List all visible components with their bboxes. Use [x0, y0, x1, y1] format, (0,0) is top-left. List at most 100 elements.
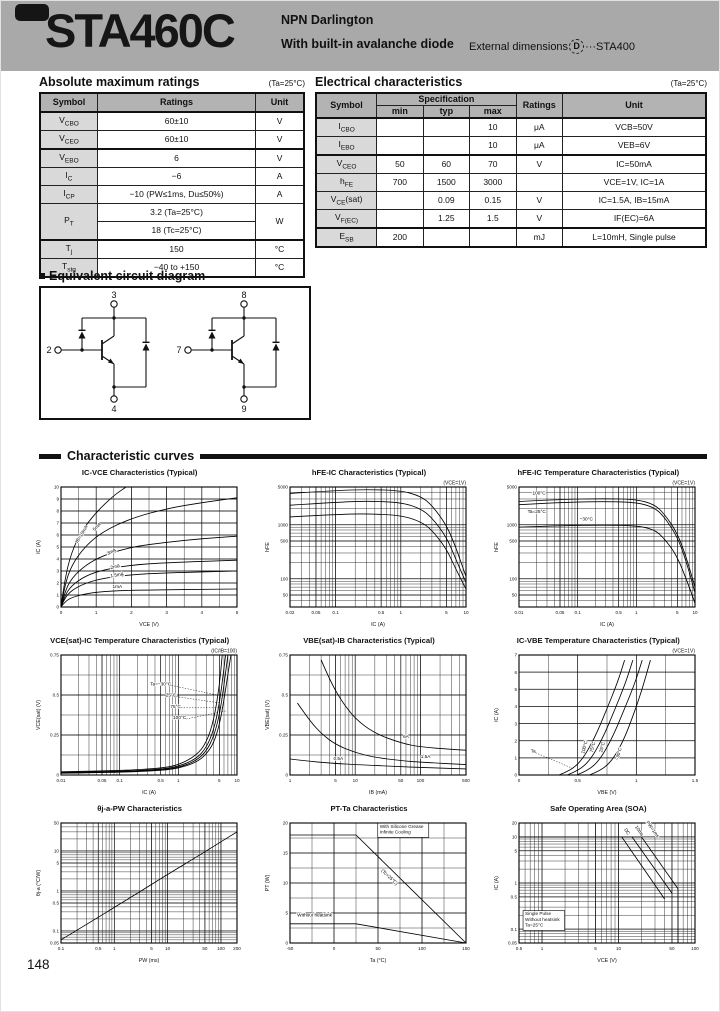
typ-cell: 60	[422, 154, 471, 174]
svg-text:0: 0	[285, 773, 288, 778]
svg-text:0.5: 0.5	[516, 946, 523, 951]
symbol-cell: ICP	[39, 185, 98, 204]
svg-text:Without heatsink: Without heatsink	[297, 913, 332, 918]
circuit-title: Equivalent circuit diagram	[49, 269, 206, 283]
svg-text:0.5: 0.5	[95, 946, 102, 951]
svg-text:100: 100	[217, 946, 225, 951]
svg-text:(Tc=25°C): (Tc=25°C)	[380, 868, 399, 887]
svg-text:0.1: 0.1	[57, 946, 64, 951]
svg-text:0.5: 0.5	[157, 778, 164, 783]
max-cell	[469, 227, 517, 248]
min-cell: 700	[376, 173, 424, 192]
min-cell	[376, 191, 424, 210]
symbol-cell: Tstg	[39, 258, 98, 278]
svg-text:IC (A): IC (A)	[36, 540, 42, 554]
svg-text:1: 1	[95, 610, 98, 615]
unit-cell: V	[255, 111, 305, 131]
svg-text:3: 3	[56, 569, 59, 574]
unit-cond-cell: VCE=1V, IC=1A	[562, 173, 707, 192]
symbol-cell: PT	[39, 203, 98, 241]
svg-text:20: 20	[283, 821, 289, 826]
chart-vcesat-ic-temperature: VCE(sat)-IC Temperature Characteristics …	[25, 636, 254, 796]
svg-text:6A: 6A	[403, 734, 410, 739]
typ-cell	[422, 227, 471, 248]
svg-text:50: 50	[512, 593, 518, 598]
svg-text:50: 50	[670, 946, 676, 951]
svg-text:75°C: 75°C	[170, 704, 181, 709]
svg-text:0.5: 0.5	[282, 693, 289, 698]
chart-plot: 0 0.5 1 1.5 0 1 2 3 4 5 6 7 VBE (V) IC (A) (VCE=1V) 100…	[492, 646, 704, 797]
symbol-cell: VCEO	[315, 154, 378, 174]
chart-ic-vbe-temperature: IC-VBE Temperature Characteristics (Typi…	[484, 636, 713, 796]
svg-text:0.1: 0.1	[511, 927, 518, 932]
symbol-cell: hFE	[315, 173, 378, 192]
chart-thja-pw: θj-a-PW Characteristics 0.1 0.5 1 5 10 50 100 2…	[25, 804, 254, 964]
unit-cell: V	[255, 148, 305, 168]
svg-text:5: 5	[150, 946, 153, 951]
svg-text:0.5: 0.5	[378, 610, 385, 615]
rating-cell: −10 (PW≤1ms, Du≤50%)	[96, 185, 257, 204]
external-dimensions: External dimensions D ···STA400	[469, 39, 635, 54]
max-cell: 1.5	[469, 209, 517, 229]
typ-cell: 1.25	[422, 209, 471, 229]
svg-text:100°C: 100°C	[581, 740, 589, 755]
subtitle-line2: With built-in avalanche diode	[281, 37, 454, 51]
section-bullet-icon	[39, 273, 45, 279]
svg-text:0.25: 0.25	[279, 733, 288, 738]
svg-text:4: 4	[56, 557, 59, 562]
svg-text:0.25: 0.25	[50, 733, 59, 738]
svg-text:25°C: 25°C	[165, 693, 176, 698]
svg-text:0.5A: 0.5A	[333, 756, 344, 761]
svg-text:0.1: 0.1	[575, 610, 582, 615]
part-number: STA460C	[45, 4, 236, 57]
symbol-cell: VCBO	[39, 111, 98, 131]
rating-cell: −40 to +150	[96, 258, 257, 278]
svg-text:Ta (°C): Ta (°C)	[370, 958, 387, 964]
chart-hfe-ic-temperature: hFE-IC Temperature Characteristics (Typi…	[484, 468, 713, 628]
svg-text:-50: -50	[287, 946, 294, 951]
unit-cond-cell: IC=50mA	[562, 154, 707, 174]
svg-text:(VCE=1V): (VCE=1V)	[443, 481, 466, 487]
elec-condition: (Ta=25°C)	[670, 79, 707, 88]
header-banner: STA460C NPN Darlington With built-in ava…	[1, 1, 719, 71]
svg-text:6: 6	[56, 533, 59, 538]
chart-title: hFE-IC Characteristics (Typical)	[311, 468, 427, 477]
abs-max-condition: (Ta=25°C)	[268, 79, 305, 88]
svg-text:0.5: 0.5	[511, 895, 518, 900]
dimension-ref-circle: D	[569, 39, 585, 54]
svg-text:VCE (V): VCE (V)	[139, 622, 159, 628]
svg-text:150: 150	[462, 946, 470, 951]
max-cell: 10	[469, 136, 517, 156]
chart-plot: 1 5 10 50 100 500 0 0.25 0.5 0.75 IB (mA) VBE(sat) …	[263, 646, 475, 796]
ratings-cell: μA	[515, 117, 564, 137]
svg-text:10: 10	[283, 881, 289, 886]
svg-text:10: 10	[54, 485, 60, 490]
col-header: Ratings	[515, 92, 564, 119]
svg-text:DC: DC	[623, 827, 631, 836]
col-header: typ	[422, 105, 471, 119]
rating-cell: −6	[96, 167, 257, 186]
svg-text:50: 50	[375, 946, 381, 951]
svg-text:7: 7	[515, 653, 518, 658]
chart-plot: 0.01 0.05 0.1 0.5 1 5 10 0 0.25 0.5 0.75 IC (A) VCE(…	[34, 646, 246, 797]
svg-text:0: 0	[518, 778, 521, 783]
svg-text:PW (ms): PW (ms)	[138, 958, 159, 964]
svg-text:PT (W): PT (W)	[265, 874, 271, 891]
col-header: Unit	[255, 92, 305, 113]
svg-text:50: 50	[283, 593, 289, 598]
svg-text:5: 5	[676, 610, 679, 615]
min-cell: 50	[376, 154, 424, 174]
svg-text:IC (A): IC (A)	[494, 708, 500, 722]
external-dimensions-label: External dimensions	[469, 40, 569, 53]
svg-text:Ta=25°C: Ta=25°C	[528, 509, 547, 514]
curves-title: Characteristic curves	[67, 449, 195, 463]
svg-text:10: 10	[353, 778, 359, 783]
unit-cell: A	[255, 185, 305, 204]
chart-title: θj-a-PW Characteristics	[97, 804, 183, 813]
svg-text:0.01: 0.01	[515, 610, 524, 615]
pin-label: 3	[111, 291, 116, 300]
svg-text:0: 0	[333, 946, 336, 951]
typ-cell	[422, 117, 471, 137]
unit-cell: °C	[255, 258, 305, 278]
